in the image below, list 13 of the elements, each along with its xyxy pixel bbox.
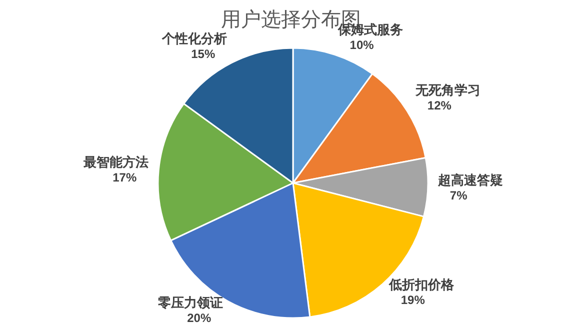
data-label: 12% — [427, 98, 452, 112]
data-label: 15% — [191, 46, 216, 61]
slice-label: 低折扣价格 — [388, 276, 455, 292]
slice-label: 最智能方法 — [82, 154, 149, 170]
data-label: 10% — [350, 38, 374, 52]
slice-label: 无死角学习 — [414, 82, 480, 98]
data-label: 20% — [187, 311, 212, 326]
slice-label: 个性化分析 — [161, 30, 228, 46]
data-label: 7% — [450, 188, 468, 203]
slice-label: 零压力领证 — [157, 295, 224, 310]
data-label: 17% — [112, 170, 137, 184]
data-label: 19% — [400, 292, 426, 307]
slice-label: 超高速答疑 — [436, 172, 503, 188]
